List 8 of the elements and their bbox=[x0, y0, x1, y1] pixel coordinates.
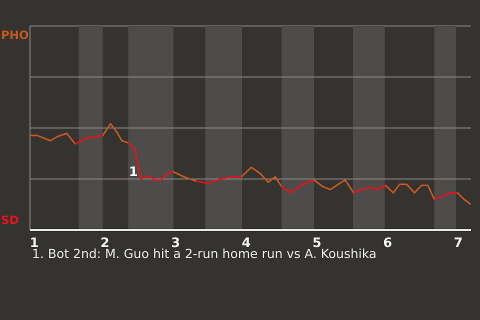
x-tick-label: 4 bbox=[242, 236, 251, 252]
x-tick-label: 3 bbox=[171, 236, 180, 252]
x-tick-label: 7 bbox=[454, 236, 463, 252]
text: PHO bbox=[1, 28, 29, 42]
text: SD bbox=[1, 213, 19, 227]
x-tick-label: 6 bbox=[383, 236, 392, 252]
x-tick-label: 5 bbox=[312, 236, 322, 252]
annotation: 1 bbox=[128, 165, 138, 180]
